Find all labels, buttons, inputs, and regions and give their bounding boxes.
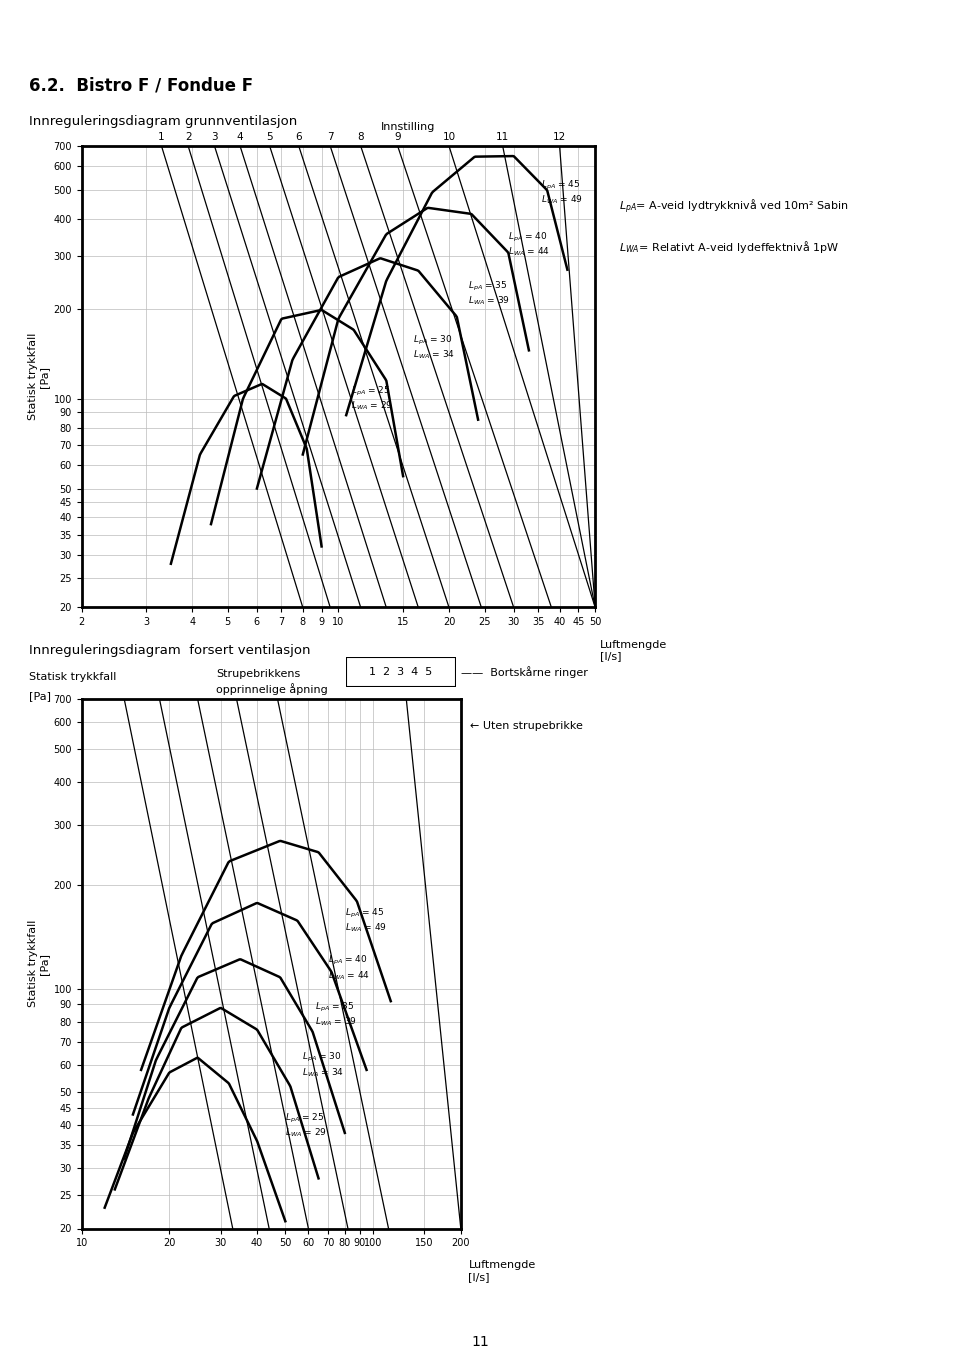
Text: 10: 10 — [443, 132, 456, 142]
Y-axis label: Statisk trykkfall
[Pa]: Statisk trykkfall [Pa] — [28, 333, 49, 420]
Text: 11: 11 — [471, 1335, 489, 1349]
Text: $L_{pA}$ = 35
$L_{WA}$ = 39: $L_{pA}$ = 35 $L_{WA}$ = 39 — [315, 1001, 356, 1028]
Text: $L_{pA}$ = 45
$L_{WA}$ = 49: $L_{pA}$ = 45 $L_{WA}$ = 49 — [345, 906, 387, 934]
Text: $L_{pA}$ = 35
$L_{WA}$ = 39: $L_{pA}$ = 35 $L_{WA}$ = 39 — [468, 280, 510, 307]
Text: 7: 7 — [327, 132, 333, 142]
Text: $L_{pA}$= A-veid lydtrykknivå ved 10m² Sabin: $L_{pA}$= A-veid lydtrykknivå ved 10m² S… — [619, 198, 849, 216]
Text: Strupebrikkens
opprinnelige åpning: Strupebrikkens opprinnelige åpning — [216, 669, 327, 695]
Text: $L_{pA}$ = 40
$L_{WA}$ = 44: $L_{pA}$ = 40 $L_{WA}$ = 44 — [328, 954, 370, 981]
Text: N: N — [417, 18, 428, 31]
Text: 4: 4 — [237, 132, 244, 142]
Text: $L_{pA}$ = 25
$L_{WA}$ = 29: $L_{pA}$ = 25 $L_{WA}$ = 29 — [350, 385, 393, 412]
Text: 6.2.  Bistro F / Fondue F: 6.2. Bistro F / Fondue F — [29, 76, 252, 94]
Text: ⊠FLEXIT: ⊠FLEXIT — [859, 16, 936, 34]
Text: 11: 11 — [496, 132, 510, 142]
Text: Luftmengde
[l/s]: Luftmengde [l/s] — [600, 640, 667, 661]
Text: Innstilling: Innstilling — [381, 123, 435, 132]
Text: 12: 12 — [553, 132, 566, 142]
Text: Luftmengde
[l/s]: Luftmengde [l/s] — [468, 1260, 536, 1282]
Text: Innreguleringsdiagram  forsert ventilasjon: Innreguleringsdiagram forsert ventilasjo… — [29, 644, 310, 658]
Y-axis label: Statisk trykkfall
[Pa]: Statisk trykkfall [Pa] — [28, 920, 49, 1007]
Text: $L_{pA}$ = 25
$L_{WA}$ = 29: $L_{pA}$ = 25 $L_{WA}$ = 29 — [285, 1111, 327, 1138]
Text: $L_{pA}$ = 30
$L_{WA}$ = 34: $L_{pA}$ = 30 $L_{WA}$ = 34 — [301, 1051, 344, 1078]
Text: ← Uten strupebrikke: ← Uten strupebrikke — [470, 721, 584, 732]
Text: [Pa]: [Pa] — [29, 691, 51, 700]
Text: ——  Bortskårne ringer: —— Bortskårne ringer — [461, 666, 588, 677]
Text: 1  2  3  4  5: 1 2 3 4 5 — [370, 666, 432, 677]
Text: 2: 2 — [185, 132, 191, 142]
Text: Innreguleringsdiagram grunnventilasjon: Innreguleringsdiagram grunnventilasjon — [29, 115, 297, 128]
Text: 5: 5 — [266, 132, 273, 142]
Text: $L_{pA}$ = 30
$L_{WA}$ = 34: $L_{pA}$ = 30 $L_{WA}$ = 34 — [414, 334, 455, 362]
Text: 3: 3 — [211, 132, 218, 142]
Text: $L_{WA}$= Relativt A-veid lydeffektnivå 1pW: $L_{WA}$= Relativt A-veid lydeffektnivå … — [619, 239, 840, 255]
Text: 9: 9 — [395, 132, 401, 142]
Text: Statisk trykkfall: Statisk trykkfall — [29, 672, 116, 681]
Text: 6: 6 — [296, 132, 302, 142]
Text: $L_{pA}$ = 45
$L_{WA}$ = 49: $L_{pA}$ = 45 $L_{WA}$ = 49 — [540, 179, 583, 206]
Text: 8: 8 — [357, 132, 364, 142]
Text: 1: 1 — [158, 132, 165, 142]
Text: $L_{pA}$ = 40
$L_{WA}$ = 44: $L_{pA}$ = 40 $L_{WA}$ = 44 — [508, 231, 550, 258]
